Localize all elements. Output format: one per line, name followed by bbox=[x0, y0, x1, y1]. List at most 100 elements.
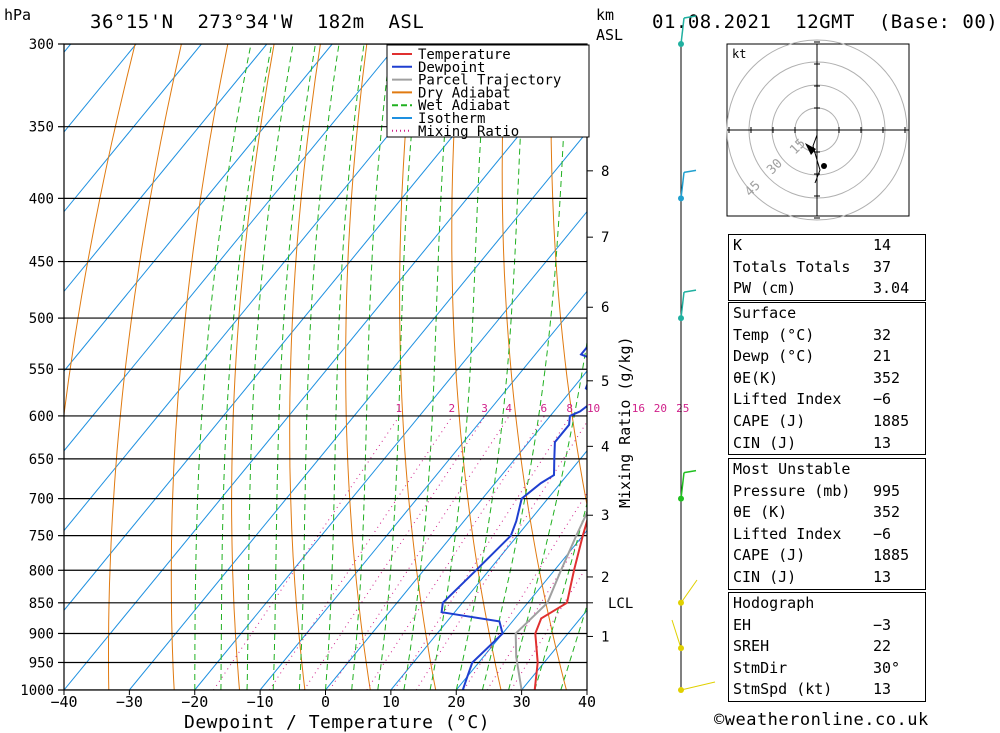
wet-adiabat-line bbox=[298, 44, 340, 690]
hodograph-value: 22 bbox=[873, 637, 892, 656]
isotherm-line bbox=[194, 210, 587, 690]
lcl-label: LCL bbox=[608, 596, 633, 612]
mixing-ratio-label: 6 bbox=[540, 402, 547, 415]
most-unstable-label: θE (K) bbox=[733, 503, 788, 522]
plot-frame bbox=[63, 43, 588, 691]
pressure-tick-label: 700 bbox=[29, 492, 54, 508]
pressure-tick-label: 1000 bbox=[20, 683, 54, 699]
wind-barb bbox=[680, 172, 685, 199]
surface-label: CIN (J) bbox=[733, 433, 797, 452]
mixing-ratio-line bbox=[303, 415, 486, 690]
surface-label: θE(K) bbox=[733, 368, 779, 387]
most-unstable-value: −6 bbox=[873, 524, 892, 543]
hodograph-row: SREH 22 bbox=[729, 636, 925, 658]
index-label: K bbox=[733, 236, 743, 254]
height-km-label: 7 bbox=[601, 230, 609, 246]
wind-barb-flag bbox=[683, 289, 697, 293]
most-unstable-row: θE (K) 352 bbox=[729, 502, 925, 524]
hodograph-label: SREH bbox=[733, 637, 770, 656]
pressure-tick-label: 500 bbox=[29, 311, 54, 327]
pressure-tick-label: 800 bbox=[29, 563, 54, 579]
surface-row: CAPE (J) 1885 bbox=[729, 411, 925, 433]
dry-adiabat-line bbox=[923, 44, 1000, 690]
wind-barb bbox=[680, 472, 685, 499]
mixing-ratio-label: 8 bbox=[566, 402, 573, 415]
surface-value: 352 bbox=[873, 368, 901, 387]
dry-adiabat-line bbox=[345, 44, 371, 690]
hodograph-label: StmSpd (kt) bbox=[733, 680, 833, 699]
pressure-tick-label: 450 bbox=[29, 255, 54, 271]
wind-barb bbox=[671, 619, 682, 649]
mixing-ratio-label: 25 bbox=[676, 402, 689, 415]
location-title: 36°15'N 273°34'W 182m ASL bbox=[90, 11, 424, 33]
mixing-ratio-label: 10 bbox=[587, 402, 600, 415]
hodograph-label: EH bbox=[733, 615, 752, 634]
wet-adiabat-line bbox=[325, 44, 365, 690]
wet-adiabat-line bbox=[194, 44, 252, 690]
copyright-text[interactable]: ©weatheronline.co.uk bbox=[714, 710, 929, 730]
x-tick-label: 10 bbox=[382, 693, 400, 711]
legend-label: Mixing Ratio bbox=[418, 124, 519, 140]
wet-adiabat-line bbox=[272, 44, 316, 690]
legend-box bbox=[386, 44, 590, 138]
x-tick-label: −30 bbox=[116, 693, 143, 711]
dry-adiabat-line bbox=[64, 44, 136, 419]
surface-value: 32 bbox=[873, 325, 892, 344]
wind-barb bbox=[680, 579, 698, 604]
most-unstable-label: Pressure (mb) bbox=[733, 481, 851, 500]
hodograph-value: 30° bbox=[873, 658, 901, 677]
isotherm-line bbox=[455, 529, 587, 690]
height-km-label: 4 bbox=[601, 439, 609, 455]
most-unstable-row: Pressure (mb) 995 bbox=[729, 481, 925, 503]
mixing-ratio-label: 2 bbox=[448, 402, 455, 415]
isotherm-line bbox=[64, 44, 398, 452]
index-label: Totals Totals bbox=[733, 257, 851, 276]
index-value: 14 bbox=[873, 236, 892, 254]
isotherm-line bbox=[325, 370, 587, 690]
pressure-tick-label: 850 bbox=[29, 596, 54, 612]
x-tick-label: −40 bbox=[50, 693, 77, 711]
dry-adiabat-line bbox=[969, 44, 1000, 690]
x-tick-label: 0 bbox=[321, 693, 330, 711]
surface-label: CAPE (J) bbox=[733, 411, 806, 430]
wind-barb bbox=[680, 292, 685, 319]
hodograph-row: EH −3 bbox=[729, 615, 925, 637]
mixing-ratio-label: 20 bbox=[654, 402, 667, 415]
surface-value: −6 bbox=[873, 390, 892, 409]
height-km-label: 2 bbox=[601, 570, 609, 586]
index-value: 3.04 bbox=[873, 279, 910, 298]
hodograph-table: Hodograph EH −3 SREH 22 StmDir 30° StmSpd (kt)… bbox=[728, 592, 926, 702]
most-unstable-row: CAPE (J) 1885 bbox=[729, 545, 925, 567]
hodograph-row: StmDir 30° bbox=[729, 658, 925, 680]
isotherm-line bbox=[259, 290, 587, 690]
hodograph-row: StmSpd (kt) 13 bbox=[729, 679, 925, 701]
isotherm-line bbox=[64, 44, 333, 372]
most-unstable-value: 13 bbox=[873, 567, 892, 586]
hodograph-table-title: Hodograph bbox=[733, 594, 815, 612]
most-unstable-label: CIN (J) bbox=[733, 567, 797, 586]
wet-adiabat-line bbox=[429, 44, 488, 690]
pressure-tick-label: 650 bbox=[29, 452, 54, 468]
most-unstable-row: CIN (J) 13 bbox=[729, 567, 925, 589]
legend-label: Dewpoint bbox=[418, 60, 485, 76]
mixing-ratio-line bbox=[329, 415, 510, 690]
mixing-ratio-axis-title: Mixing Ratio (g/kg) bbox=[616, 336, 634, 508]
height-km-label: 3 bbox=[601, 508, 609, 524]
parcel-trajectory-line bbox=[514, 510, 587, 690]
wet-adiabat-line bbox=[455, 44, 527, 690]
surface-value: 13 bbox=[873, 433, 892, 452]
surface-title: Surface bbox=[733, 304, 797, 322]
index-row: K 14 bbox=[729, 235, 925, 257]
hodograph-value: −3 bbox=[873, 615, 892, 634]
surface-row: Temp (°C) 32 bbox=[729, 325, 925, 347]
legend-label: Parcel Trajectory bbox=[418, 73, 561, 89]
pressure-tick-label: 350 bbox=[29, 120, 54, 136]
mixing-ratio-line bbox=[366, 415, 545, 690]
hodograph-marker bbox=[805, 143, 816, 155]
surface-label: Dewp (°C) bbox=[733, 347, 815, 366]
height-km-label: 6 bbox=[601, 300, 609, 316]
height-km-label: 5 bbox=[601, 374, 609, 390]
most-unstable-value: 352 bbox=[873, 503, 901, 522]
